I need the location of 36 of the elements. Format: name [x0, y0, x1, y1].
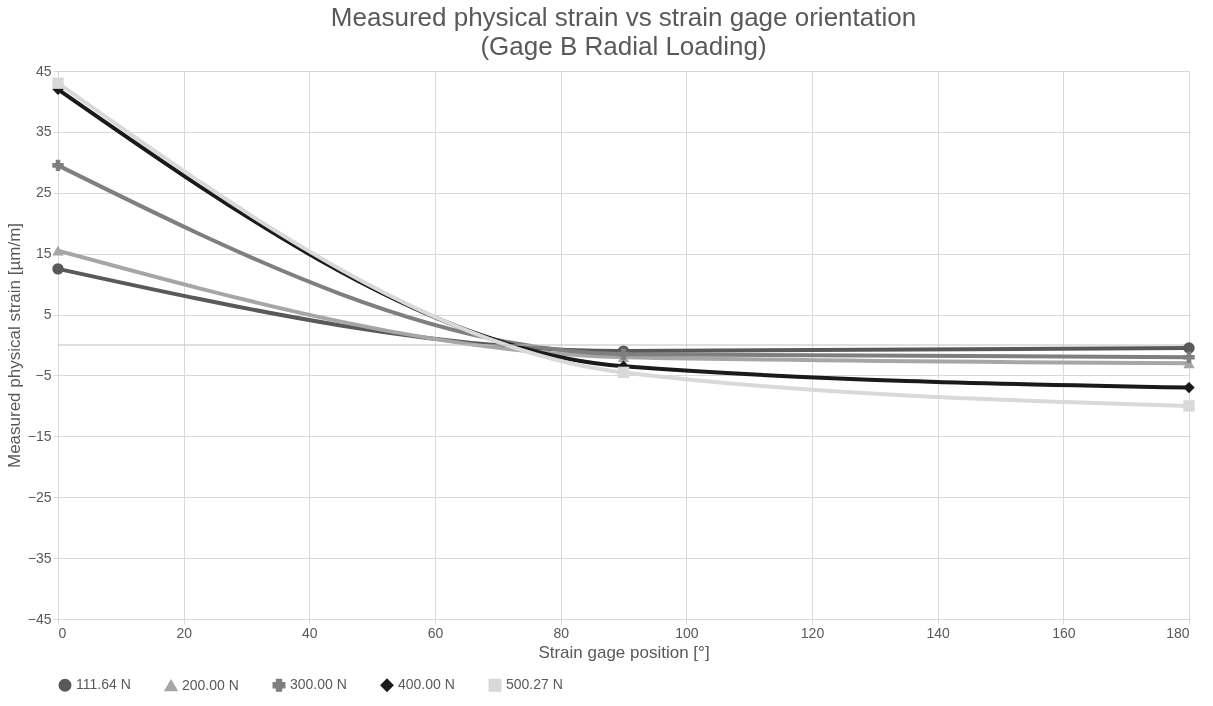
- point: [52, 77, 64, 89]
- y-tick-label: −5: [35, 366, 52, 383]
- y-tick-label: 25: [35, 184, 52, 201]
- y-tick-label: 5: [43, 306, 52, 323]
- chart-subtitle: (Gage B Radial Loading): [480, 31, 767, 61]
- x-tick-label: 60: [427, 624, 444, 641]
- point: [52, 245, 64, 256]
- point: [1183, 351, 1195, 363]
- y-axis-title: Measured physical strain [µm/m]: [4, 222, 24, 469]
- y-tick-label: −45: [27, 610, 52, 627]
- point: [617, 366, 630, 379]
- chart-title: Measured physical strain vs strain gage orientation: [330, 2, 917, 32]
- legend-label: 111.64 N: [76, 676, 131, 693]
- y-tick-label: 35: [35, 123, 52, 140]
- x-tick-label: 140: [926, 624, 951, 641]
- y-tick-label: −25: [27, 488, 52, 505]
- x-tick-label: 120: [800, 624, 825, 641]
- y-tick-label: −35: [27, 549, 52, 566]
- legend-label: 500.27 N: [506, 676, 563, 693]
- x-tick-label: 80: [553, 624, 570, 641]
- y-tick-label: 45: [35, 62, 52, 79]
- y-tick-label: 15: [35, 245, 52, 262]
- legend-label: 200.00 N: [182, 676, 239, 693]
- x-tick-label: 180: [1166, 624, 1190, 641]
- legend-label: 300.00 N: [290, 676, 347, 693]
- x-tick-label: 100: [675, 624, 699, 641]
- x-axis-title: Strain gage position [°]: [538, 642, 710, 662]
- x-tick-label: 40: [302, 624, 318, 641]
- x-tick-label: 160: [1052, 624, 1076, 641]
- x-tick-label: 0: [58, 624, 67, 641]
- point: [52, 159, 64, 172]
- y-tick-label: −15: [27, 427, 52, 444]
- point: [52, 263, 64, 275]
- legend-label: 400.00 N: [398, 676, 455, 693]
- point: [1183, 400, 1195, 412]
- x-tick-label: 20: [176, 624, 193, 641]
